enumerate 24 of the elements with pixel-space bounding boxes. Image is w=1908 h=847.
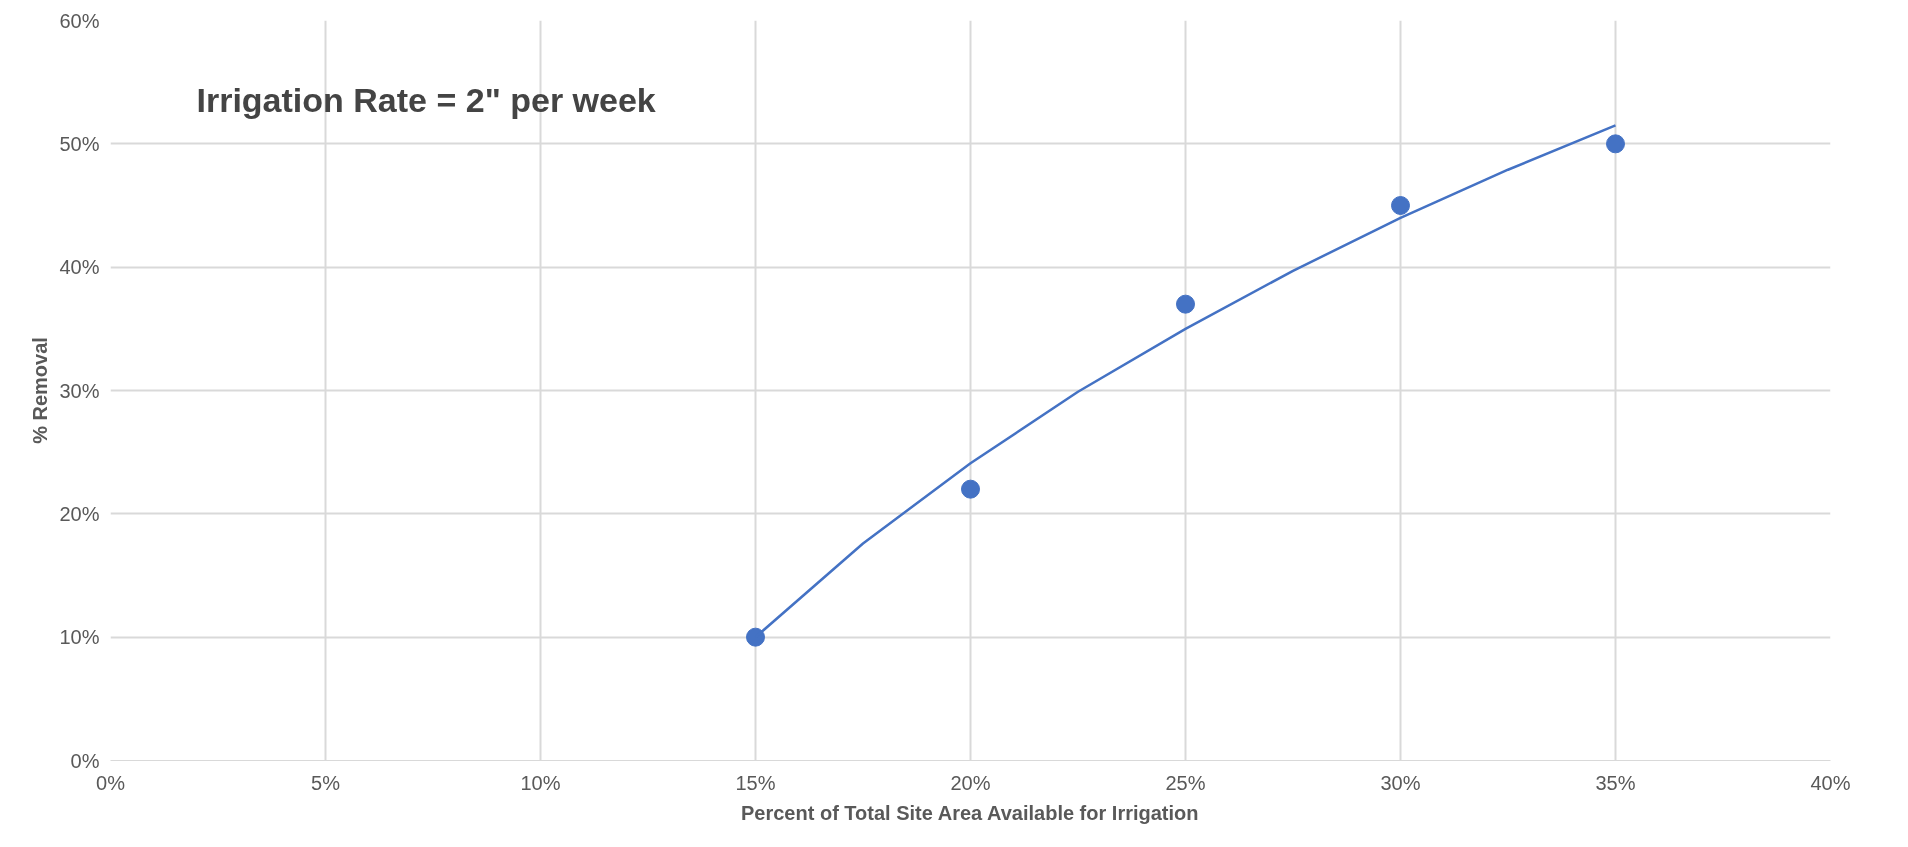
x-tick-label: 35% (1595, 771, 1636, 794)
x-tick-label: 5% (311, 771, 341, 794)
point (961, 479, 980, 499)
y-tick-label: 20% (59, 502, 100, 525)
annotation: Irrigation Rate = 2" per week (196, 81, 656, 120)
y-tick-label: 30% (59, 379, 100, 402)
y-axis-title: % Removal (29, 337, 52, 444)
x-tick-label: 0% (96, 771, 126, 794)
x-tick-label: 40% (1810, 771, 1851, 794)
point (1176, 294, 1195, 314)
x-tick-label: 15% (735, 771, 776, 794)
y-tick-label: 50% (59, 132, 100, 155)
point (1606, 134, 1625, 154)
x-tick-label: 10% (520, 771, 561, 794)
x-tick-label: 30% (1380, 771, 1421, 794)
y-tick-label: 60% (59, 9, 100, 32)
y-tick-label: 10% (59, 626, 100, 649)
point (1391, 196, 1410, 215)
x-tick-label: 25% (1165, 771, 1206, 794)
x-tick-label: 20% (950, 771, 991, 794)
y-tick-label: 40% (59, 256, 100, 279)
x-axis-title: Percent of Total Site Area Available for Irrigation (741, 801, 1199, 824)
point (746, 627, 765, 647)
y-tick-label: 0% (70, 749, 100, 772)
